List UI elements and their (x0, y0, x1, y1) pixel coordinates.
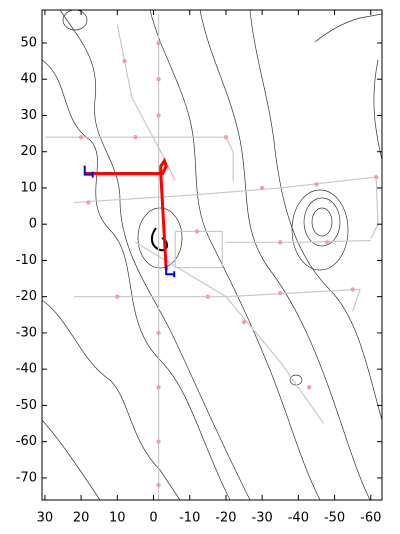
plot-frame (41, 9, 383, 501)
station (278, 240, 283, 245)
y-tick-label: -30 (16, 325, 37, 340)
x-tick-label: 10 (109, 511, 126, 526)
y-tick-label: -20 (16, 289, 37, 304)
contour (59, 9, 251, 501)
station (241, 319, 247, 325)
station (278, 290, 283, 296)
y-tick-label: -40 (16, 362, 37, 377)
station (156, 330, 161, 336)
station (314, 182, 319, 187)
station (156, 40, 161, 46)
contour (137, 207, 183, 269)
x-tick-label: -30 (252, 511, 273, 526)
grid-track (135, 241, 325, 424)
data-layer (44, 13, 379, 500)
station (156, 482, 161, 488)
contour (249, 9, 383, 421)
position-marker (83, 165, 94, 178)
station (325, 240, 330, 245)
contour (311, 207, 333, 237)
x-tick-label: -50 (324, 511, 345, 526)
y-tick-label: -70 (16, 470, 37, 485)
grid-track (73, 176, 379, 239)
y-tick-label: 50 (20, 35, 37, 50)
x-tick-label: 30 (37, 511, 54, 526)
y-tick-label: 40 (20, 72, 37, 87)
station (156, 77, 161, 82)
contour (149, 9, 321, 501)
station (156, 385, 161, 390)
station (86, 200, 91, 205)
station (259, 185, 265, 191)
station (307, 385, 312, 390)
station (350, 287, 355, 292)
station (156, 439, 161, 444)
station (156, 113, 161, 118)
grid-track (225, 239, 371, 243)
grid-track (73, 288, 361, 312)
y-tick-label: -60 (16, 434, 37, 449)
y-tick-label: 30 (20, 108, 37, 123)
track (84, 157, 168, 270)
y-tick-label: -10 (16, 253, 37, 268)
x-tick-label: -20 (215, 511, 236, 526)
contour (41, 59, 231, 501)
contour (199, 9, 371, 501)
x-tick-label: -40 (288, 511, 309, 526)
station (122, 58, 127, 64)
contour (303, 197, 341, 247)
station (115, 294, 120, 299)
y-tick-label: 20 (20, 144, 37, 159)
contour (291, 189, 349, 271)
station (205, 294, 211, 299)
contour (41, 419, 101, 501)
feature-loop (150, 227, 168, 252)
x-tick-label: -60 (360, 511, 381, 526)
station (194, 229, 200, 234)
station (374, 174, 379, 180)
y-tick-label: 0 (29, 217, 37, 232)
station (133, 135, 138, 140)
station (223, 135, 229, 140)
x-tick-label: 20 (73, 511, 90, 526)
contour (314, 13, 383, 43)
y-tick-label: -50 (16, 398, 37, 413)
station (78, 135, 84, 140)
x-tick-label: 0 (149, 511, 157, 526)
grid-track (174, 230, 223, 269)
contours (41, 9, 383, 501)
y-tick-label: 10 (20, 180, 37, 195)
x-tick-label: -10 (179, 511, 200, 526)
position-marker (165, 265, 176, 278)
contour (373, 59, 383, 161)
contour (41, 299, 181, 501)
